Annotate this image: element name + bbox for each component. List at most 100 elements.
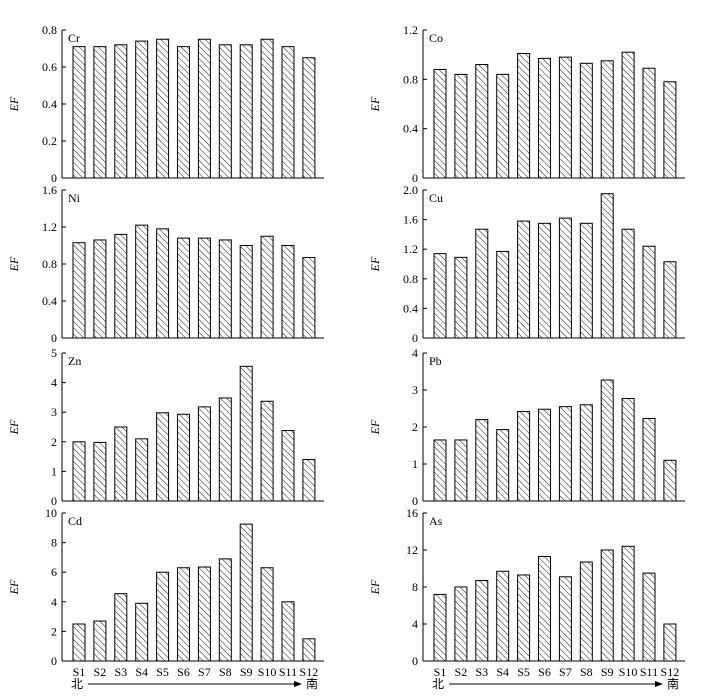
x-tick-label: S10 bbox=[619, 665, 638, 679]
bar-cd-s3 bbox=[114, 593, 128, 662]
x-tick-label: S5 bbox=[517, 665, 530, 679]
panel-title: Pb bbox=[429, 354, 442, 368]
x-tick-label: S2 bbox=[455, 665, 468, 679]
bar-cu-s7 bbox=[558, 217, 572, 339]
y-tick-label: 3 bbox=[412, 383, 418, 397]
panel-cu: 0 0.4 0.8 1.2 1.6 2.0 Cu EF bbox=[368, 183, 685, 345]
y-axis-label: EF bbox=[7, 419, 21, 435]
bar-as-s1 bbox=[433, 593, 447, 662]
y-tick-label: 2 bbox=[51, 624, 57, 638]
bar-cd-s9 bbox=[239, 523, 253, 662]
bar-ni-s12 bbox=[302, 257, 316, 339]
y-tick-label: 1.2 bbox=[403, 23, 418, 37]
panel-pb: 0 1 2 3 4 Pb EF bbox=[368, 346, 685, 508]
bar-pb-s11 bbox=[642, 417, 656, 502]
bar-cr-s6 bbox=[177, 46, 190, 179]
bar-cu-s12 bbox=[663, 261, 677, 339]
bar-cr-s12 bbox=[302, 57, 316, 179]
y-tick-label: 0 bbox=[51, 331, 57, 345]
bar-co-s7 bbox=[558, 56, 572, 179]
bar-zn-s8 bbox=[218, 397, 232, 502]
bar-pb-s10 bbox=[621, 398, 635, 502]
bar-co-s8 bbox=[579, 62, 593, 179]
bar-co-s6 bbox=[538, 57, 551, 179]
bar-as-s3 bbox=[475, 580, 489, 662]
bar-as-s12 bbox=[663, 623, 677, 662]
y-axis-label: EF bbox=[368, 419, 382, 435]
bar-cd-s12 bbox=[302, 638, 316, 662]
x-tick-label: S6 bbox=[538, 665, 551, 679]
bar-cu-s3 bbox=[475, 228, 489, 339]
y-tick-label: 8 bbox=[51, 536, 57, 550]
panel-co: 0 0.4 0.8 1.2 Co EF bbox=[368, 23, 685, 185]
bar-zn-s4 bbox=[135, 438, 149, 502]
bar-co-s2 bbox=[454, 73, 468, 179]
bar-co-s5 bbox=[517, 52, 531, 179]
bar-cu-s5 bbox=[517, 220, 531, 339]
y-tick-label: 0.8 bbox=[403, 272, 418, 286]
y-tick-label: 0.8 bbox=[403, 72, 418, 86]
bar-as-s4 bbox=[496, 570, 510, 662]
y-tick-label: 12 bbox=[406, 543, 418, 557]
bar-zn-s6 bbox=[177, 413, 190, 502]
y-tick-label: 2.0 bbox=[403, 183, 418, 197]
bar-ni-s8 bbox=[218, 239, 232, 339]
bar-ni-s7 bbox=[197, 237, 211, 339]
bar-ni-s9 bbox=[239, 245, 253, 339]
bar-co-s1 bbox=[433, 68, 447, 179]
bar-ni-s11 bbox=[281, 245, 295, 339]
bar-cd-s5 bbox=[156, 571, 170, 662]
x-tick-label: S12 bbox=[300, 665, 319, 679]
bar-pb-s6 bbox=[538, 408, 551, 502]
y-tick-label: 0 bbox=[412, 654, 418, 668]
bar-co-s11 bbox=[642, 67, 656, 179]
bar-ni-s3 bbox=[114, 233, 128, 339]
bar-cd-s4 bbox=[135, 602, 149, 662]
bar-cr-s4 bbox=[135, 40, 149, 179]
bar-cd-s2 bbox=[93, 620, 107, 662]
x-tick-label: S3 bbox=[114, 665, 127, 679]
y-tick-label: 0.4 bbox=[42, 97, 57, 111]
y-tick-label: 1.6 bbox=[42, 183, 57, 197]
bar-pb-s1 bbox=[433, 439, 447, 502]
bar-ni-s10 bbox=[260, 235, 274, 339]
bar-pb-s2 bbox=[454, 439, 468, 502]
y-tick-label: 4 bbox=[412, 346, 418, 360]
y-tick-label: 3 bbox=[51, 405, 57, 419]
bar-pb-s7 bbox=[558, 406, 572, 502]
panel-zn: 0 1 2 3 4 5 Zn EF bbox=[7, 346, 324, 508]
bar-cu-s2 bbox=[454, 256, 468, 339]
y-axis-label: EF bbox=[368, 256, 382, 272]
y-tick-label: 2 bbox=[51, 435, 57, 449]
bar-pb-s8 bbox=[579, 404, 593, 502]
bar-cr-s10 bbox=[260, 38, 274, 179]
panel-title: Cr bbox=[68, 31, 80, 45]
bar-co-s10 bbox=[621, 51, 635, 179]
bar-zn-s9 bbox=[239, 365, 253, 502]
y-tick-label: 1.6 bbox=[403, 213, 418, 227]
bar-pb-s5 bbox=[517, 410, 531, 502]
bar-cu-s9 bbox=[600, 193, 614, 339]
bar-as-s10 bbox=[621, 545, 635, 662]
x-tick-label: S1 bbox=[73, 665, 86, 679]
y-tick-label: 2 bbox=[412, 420, 418, 434]
x-tick-label: S8 bbox=[219, 665, 232, 679]
bar-cd-s11 bbox=[281, 601, 295, 662]
bar-ni-s6 bbox=[177, 237, 190, 339]
y-tick-label: 5 bbox=[51, 346, 57, 360]
y-axis-label: EF bbox=[7, 579, 21, 595]
bar-ni-s5 bbox=[156, 228, 170, 339]
y-tick-label: 0 bbox=[51, 654, 57, 668]
bar-cd-s8 bbox=[218, 558, 232, 662]
panel-title: Zn bbox=[68, 354, 81, 368]
bar-cd-s6 bbox=[177, 567, 190, 662]
y-tick-label: 0.4 bbox=[403, 122, 418, 136]
bar-cu-s6 bbox=[538, 222, 551, 339]
direction-arrowhead bbox=[294, 681, 302, 687]
bar-co-s12 bbox=[663, 81, 677, 179]
y-tick-label: 0.4 bbox=[42, 294, 57, 308]
bar-zn-s1 bbox=[72, 441, 86, 502]
y-tick-label: 0.2 bbox=[42, 134, 57, 148]
bar-ni-s4 bbox=[135, 224, 149, 339]
bar-cu-s8 bbox=[579, 222, 593, 339]
